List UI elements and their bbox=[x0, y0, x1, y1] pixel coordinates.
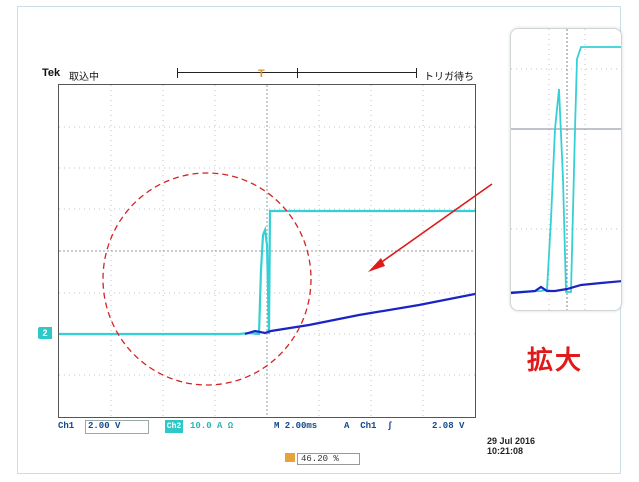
date-text: 29 Jul 2016 bbox=[487, 436, 536, 446]
time-text: 10:21:08 bbox=[487, 446, 524, 456]
scope-screen bbox=[58, 84, 476, 418]
trigger-status: トリガ待ち bbox=[424, 72, 474, 83]
zoomed-waveform bbox=[511, 29, 621, 310]
ch1-scale-box bbox=[85, 420, 149, 434]
acquisition-mode: 取込中 bbox=[69, 72, 99, 83]
ch1-scale: 2.00 V bbox=[88, 421, 121, 431]
trigger-source: A Ch1 ∫ bbox=[344, 421, 393, 431]
zoom-ch1-trace bbox=[511, 280, 621, 295]
waveform-display bbox=[59, 85, 475, 417]
channel-2-marker: 2 bbox=[38, 327, 52, 339]
measurement-marker-icon bbox=[285, 453, 295, 462]
scope-readout: Ch1 2.00 V Ch2 10.0 A Ω M 2.00ms A Ch1 ∫… bbox=[58, 420, 478, 434]
zoom-inset bbox=[510, 28, 622, 311]
ch1-label: Ch1 bbox=[58, 421, 75, 431]
brand-label: Tek bbox=[42, 67, 61, 79]
trigger-level: 2.08 V bbox=[432, 421, 465, 431]
record-position-bar bbox=[177, 68, 417, 78]
timestamp: 29 Jul 2016 10:21:08 bbox=[487, 436, 535, 456]
ch1-trace bbox=[244, 292, 475, 336]
ch2-scale: 10.0 A Ω bbox=[190, 421, 234, 431]
ch2-badge: Ch2 bbox=[165, 420, 183, 433]
measurement-value: 46.20 % bbox=[297, 453, 360, 465]
zoom-label: 拡大 bbox=[527, 346, 584, 376]
trigger-position-icon: T bbox=[258, 68, 265, 80]
highlight-circle bbox=[102, 172, 312, 386]
grid bbox=[59, 85, 475, 417]
scope-status-bar: Tek 取込中 トリガ待ち bbox=[42, 66, 474, 83]
measurement-readout: 46.20 % bbox=[285, 453, 360, 465]
timebase: M 2.00ms bbox=[274, 421, 318, 431]
